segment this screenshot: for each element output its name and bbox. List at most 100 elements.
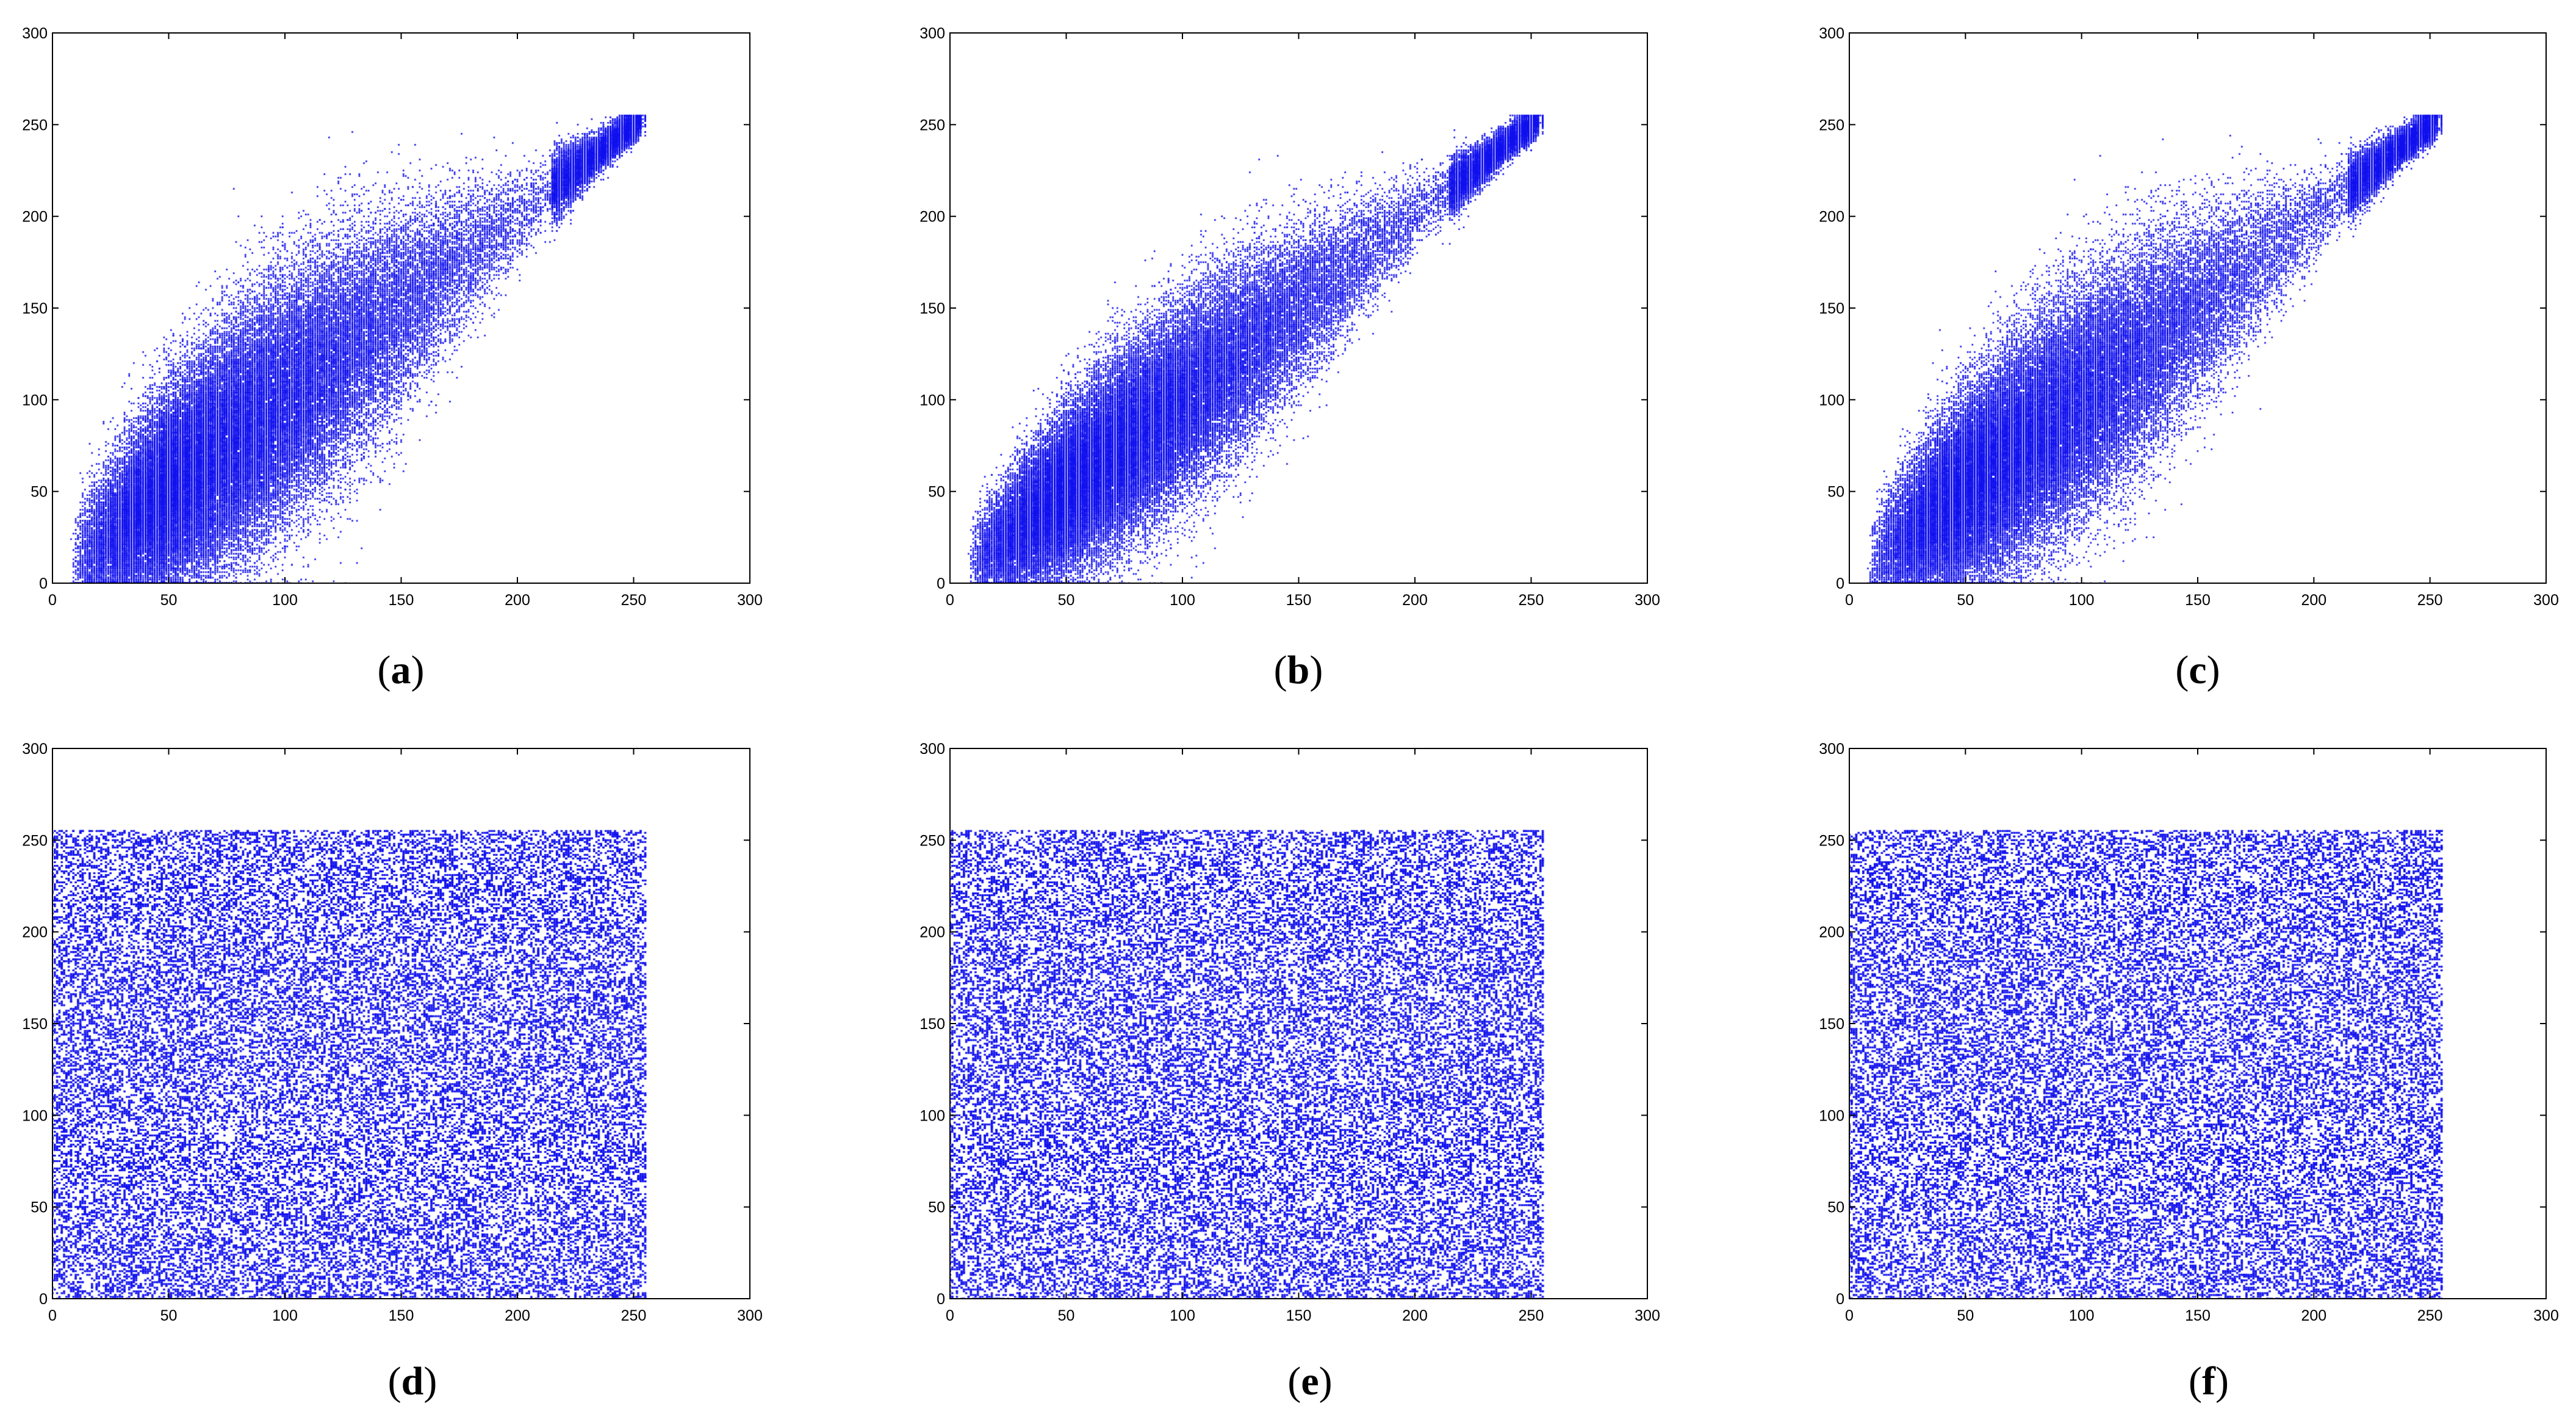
caption-e: (e) (1287, 1359, 1332, 1404)
axis-ticks-c: 0 50 100 150 200 250 300 0 50 100 150 200 250 300 (1819, 25, 2559, 609)
x-tick-label-a-50: 50 (160, 592, 178, 609)
x-tick-label-f-200: 200 (2301, 1307, 2326, 1324)
x-tick-label-c-100: 100 (2069, 592, 2095, 609)
x-tick-label-f-300: 300 (2533, 1307, 2559, 1324)
x-tick-label-e-250: 250 (1519, 1307, 1544, 1324)
y-tick-label-f-250: 250 (1819, 832, 1844, 849)
y-tick-label-d-300: 300 (22, 741, 48, 758)
x-tick-label-b-300: 300 (1635, 592, 1660, 609)
y-tick-label-c-300: 300 (1819, 25, 1844, 42)
y-tick-label-d-50: 50 (31, 1199, 48, 1216)
panel-c: 0 50 100 150 200 250 300 0 50 100 150 200 250 300 (c) (1819, 25, 2559, 692)
panel-d: 0 50 100 150 200 250 300 0 50 100 150 200 250 300 (d) (22, 741, 763, 1404)
y-tick-label-f-0: 0 (1836, 1291, 1844, 1308)
y-tick-label-e-250: 250 (919, 832, 945, 849)
y-tick-label-a-50: 50 (31, 484, 48, 501)
y-tick-label-e-200: 200 (919, 924, 945, 941)
y-tick-label-b-50: 50 (928, 484, 945, 501)
y-tick-label-c-100: 100 (1819, 392, 1844, 409)
x-tick-label-f-100: 100 (2069, 1307, 2095, 1324)
y-tick-label-b-100: 100 (919, 392, 945, 409)
y-tick-label-f-50: 50 (1827, 1199, 1844, 1216)
scatter-points-d (52, 748, 750, 1299)
x-tick-label-a-100: 100 (272, 592, 298, 609)
y-tick-label-a-100: 100 (22, 392, 48, 409)
y-tick-label-b-150: 150 (919, 300, 945, 317)
x-tick-label-e-150: 150 (1286, 1307, 1312, 1324)
x-tick-label-d-150: 150 (389, 1307, 414, 1324)
x-tick-label-d-200: 200 (505, 1307, 530, 1324)
y-tick-label-c-0: 0 (1836, 575, 1844, 592)
y-tick-label-a-200: 200 (22, 209, 48, 226)
x-tick-label-b-200: 200 (1402, 592, 1428, 609)
y-tick-label-f-150: 150 (1819, 1016, 1844, 1033)
panel-a: 0 50 100 150 200 250 300 0 50 100 150 200 250 300 (a) (22, 25, 763, 692)
y-tick-label-f-200: 200 (1819, 924, 1844, 941)
caption-d: (d) (388, 1359, 437, 1404)
x-tick-label-e-200: 200 (1402, 1307, 1428, 1324)
x-tick-label-a-300: 300 (737, 592, 763, 609)
axis-ticks-f: 0 50 100 150 200 250 300 0 50 100 150 200 250 300 (1819, 741, 2559, 1324)
y-tick-label-c-250: 250 (1819, 117, 1844, 134)
x-tick-label-a-150: 150 (389, 592, 414, 609)
y-tick-label-a-300: 300 (22, 25, 48, 42)
y-tick-label-b-250: 250 (919, 117, 945, 134)
y-tick-label-c-50: 50 (1827, 484, 1844, 501)
y-tick-label-d-250: 250 (22, 832, 48, 849)
y-tick-label-e-100: 100 (919, 1107, 945, 1124)
x-tick-label-b-100: 100 (1170, 592, 1195, 609)
y-tick-label-f-300: 300 (1819, 741, 1844, 758)
y-tick-label-f-100: 100 (1819, 1107, 1844, 1124)
y-tick-label-d-150: 150 (22, 1016, 48, 1033)
y-tick-label-d-200: 200 (22, 924, 48, 941)
axis-ticks-b: 0 50 100 150 200 250 300 0 50 100 150 200 250 300 (919, 25, 1660, 609)
x-tick-label-d-250: 250 (621, 1307, 647, 1324)
x-tick-label-a-200: 200 (505, 592, 530, 609)
panel-f: 0 50 100 150 200 250 300 0 50 100 150 200 250 300 (f) (1819, 741, 2559, 1404)
y-tick-label-a-150: 150 (22, 300, 48, 317)
y-tick-label-e-0: 0 (937, 1291, 945, 1308)
y-tick-label-e-50: 50 (928, 1199, 945, 1216)
x-tick-label-c-150: 150 (2185, 592, 2211, 609)
y-tick-label-e-300: 300 (919, 741, 945, 758)
axis-ticks-d: 0 50 100 150 200 250 300 0 50 100 150 200 250 300 (22, 741, 763, 1324)
x-tick-label-e-100: 100 (1170, 1307, 1195, 1324)
x-tick-label-b-150: 150 (1286, 592, 1312, 609)
x-tick-label-c-250: 250 (2417, 592, 2443, 609)
x-tick-label-b-50: 50 (1058, 592, 1075, 609)
x-tick-label-d-300: 300 (737, 1307, 763, 1324)
axis-ticks-e: 0 50 100 150 200 250 300 0 50 100 150 200 250 300 (919, 741, 1660, 1324)
x-tick-label-d-50: 50 (160, 1307, 178, 1324)
x-tick-label-f-50: 50 (1957, 1307, 1974, 1324)
y-tick-label-a-250: 250 (22, 117, 48, 134)
x-tick-label-e-300: 300 (1635, 1307, 1660, 1324)
x-tick-label-c-300: 300 (2533, 592, 2559, 609)
x-tick-label-c-0: 0 (1845, 592, 1854, 609)
x-tick-label-f-0: 0 (1845, 1307, 1854, 1324)
x-tick-label-a-250: 250 (621, 592, 647, 609)
y-tick-label-d-0: 0 (39, 1291, 48, 1308)
scatter-points-a (52, 33, 750, 583)
y-tick-label-b-300: 300 (919, 25, 945, 42)
scatter-points-c (1849, 33, 2546, 583)
y-tick-label-b-200: 200 (919, 209, 945, 226)
x-tick-label-d-100: 100 (272, 1307, 298, 1324)
x-tick-label-f-150: 150 (2185, 1307, 2211, 1324)
x-tick-label-e-50: 50 (1058, 1307, 1075, 1324)
x-tick-label-c-200: 200 (2301, 592, 2326, 609)
x-tick-label-a-0: 0 (48, 592, 57, 609)
x-tick-label-e-0: 0 (946, 1307, 954, 1324)
y-tick-label-c-200: 200 (1819, 209, 1844, 226)
x-tick-label-f-250: 250 (2417, 1307, 2443, 1324)
y-tick-label-a-0: 0 (39, 575, 48, 592)
scatter-points-e (950, 748, 1647, 1299)
panel-b: 0 50 100 150 200 250 300 0 50 100 150 200 250 300 (b) (919, 25, 1660, 692)
y-tick-label-e-150: 150 (919, 1016, 945, 1033)
y-tick-label-b-0: 0 (937, 575, 945, 592)
y-tick-label-d-100: 100 (22, 1107, 48, 1124)
x-tick-label-b-0: 0 (946, 592, 954, 609)
x-tick-label-b-250: 250 (1519, 592, 1544, 609)
panel-e: 0 50 100 150 200 250 300 0 50 100 150 200 250 300 (e) (919, 741, 1660, 1404)
scatter-points-b (950, 33, 1647, 583)
